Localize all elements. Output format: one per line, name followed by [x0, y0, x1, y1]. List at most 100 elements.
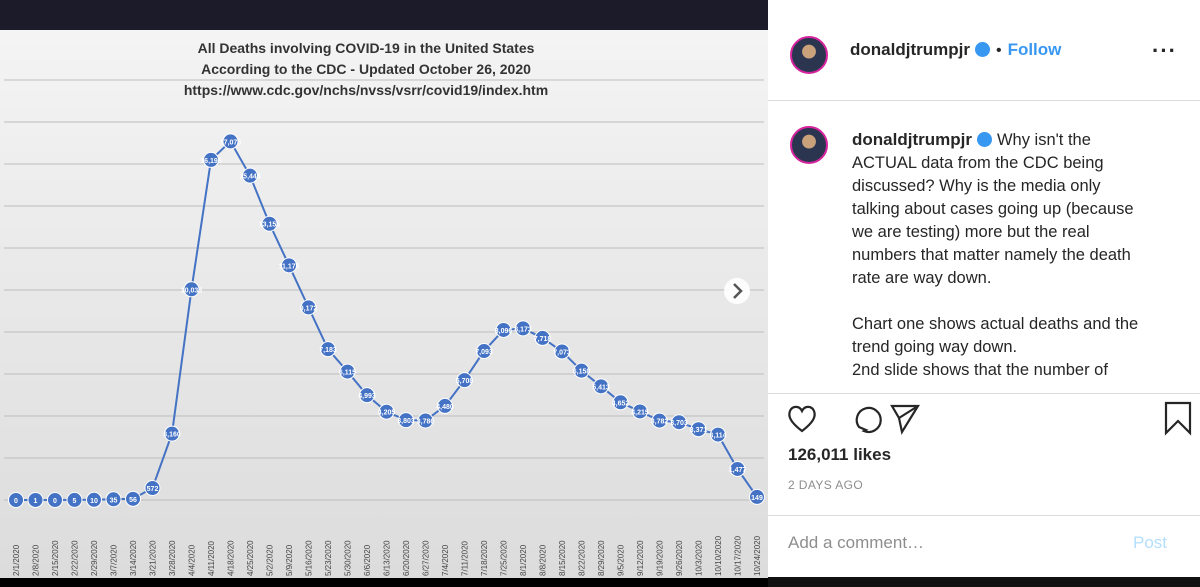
data-label: 9,172 — [300, 305, 318, 312]
post-panel: donaldjtrumpjr • Follow ··· donaldjtrumpjr… — [768, 0, 1200, 577]
data-label: 17,075 — [220, 139, 242, 146]
data-label: 0 — [53, 498, 57, 505]
data-label: 11,175 — [278, 263, 299, 270]
x-tick-label: 8/8/2020 — [539, 544, 548, 576]
x-tick-label: 3/14/2020 — [129, 540, 138, 576]
x-tick-label: 2/22/2020 — [71, 540, 80, 576]
data-label: 4,215 — [631, 409, 649, 416]
next-button[interactable] — [724, 278, 750, 304]
x-tick-label: 5/16/2020 — [305, 540, 314, 576]
data-point — [8, 492, 24, 508]
x-tick-label: 4/18/2020 — [227, 540, 236, 576]
data-label: 3,786 — [417, 418, 435, 425]
data-point — [261, 215, 278, 232]
data-label: 7,073 — [553, 349, 571, 356]
x-tick-label: 2/1/2020 — [12, 544, 21, 576]
caption-line: talking about cases going up (because — [852, 200, 1134, 218]
chart-title: https://www.cdc.gov/nchs/nvss/vsrr/covid… — [184, 82, 548, 98]
data-label: 3,703 — [670, 420, 688, 427]
data-point — [515, 320, 531, 337]
comment-input[interactable]: Add a comment… — [788, 533, 925, 552]
x-tick-label: 3/7/2020 — [110, 544, 119, 576]
caption-avatar[interactable] — [790, 126, 828, 164]
post-button[interactable]: Post — [1133, 533, 1168, 552]
likes[interactable]: 126,011 likes — [788, 445, 892, 464]
data-point — [203, 151, 219, 168]
data-label: 8,173 — [514, 326, 532, 333]
data-point — [632, 403, 648, 420]
divider — [768, 100, 1200, 101]
caption-line: discussed? Why is the media only — [852, 177, 1101, 195]
x-tick-label: 3/21/2020 — [149, 540, 158, 576]
x-tick-label: 10/17/2020 — [734, 535, 743, 576]
x-tick-label: 6/27/2020 — [422, 540, 431, 576]
comment-icon[interactable] — [855, 406, 882, 434]
data-label: 4,993 — [358, 393, 376, 400]
data-label: 3,371 — [690, 427, 708, 434]
data-point — [47, 492, 63, 508]
data-point — [456, 372, 473, 389]
save-icon[interactable] — [1164, 401, 1192, 436]
x-tick-label: 6/13/2020 — [383, 540, 392, 576]
x-tick-label: 8/15/2020 — [558, 540, 567, 576]
follow-button[interactable]: Follow — [1007, 40, 1062, 59]
bottom-strip — [0, 578, 768, 587]
data-label: 7,183 — [319, 347, 337, 354]
x-tick-label: 5/30/2020 — [344, 540, 353, 576]
avatar[interactable] — [790, 36, 828, 74]
data-label: 3,782 — [651, 419, 669, 426]
x-tick-label: 4/25/2020 — [246, 540, 255, 576]
share-icon[interactable] — [890, 404, 920, 435]
x-tick-label: 7/18/2020 — [480, 540, 489, 576]
next-arrow[interactable] — [733, 283, 743, 299]
caption-line: Why isn't the — [996, 131, 1091, 149]
x-tick-label: 9/19/2020 — [656, 540, 665, 576]
data-label: 149 — [751, 495, 763, 502]
data-point — [66, 491, 83, 508]
x-tick-label: 2/29/2020 — [90, 540, 99, 576]
separator: • — [995, 42, 1002, 59]
data-point — [339, 363, 356, 380]
caption-line: ACTUAL data from the CDC being — [852, 154, 1104, 172]
data-point — [671, 414, 687, 431]
data-point — [534, 329, 551, 346]
caption-line: trend going way down. — [852, 338, 1018, 356]
more-options[interactable]: ··· — [1152, 38, 1177, 63]
data-point — [125, 490, 141, 507]
data-point — [320, 341, 336, 358]
caption-line: numbers that matter namely the death — [852, 246, 1131, 264]
data-label: 13,155 — [259, 222, 281, 229]
data-label: 1 — [34, 498, 38, 505]
chart-title: All Deaths involving COVID-19 in the Uni… — [198, 40, 535, 56]
data-point — [437, 397, 453, 414]
like-icon[interactable] — [788, 405, 816, 433]
data-point — [495, 321, 512, 338]
data-label: 0 — [14, 498, 18, 505]
header: donaldjtrumpjr • Follow — [850, 40, 1061, 60]
data-label: 4,205 — [378, 410, 396, 417]
data-point — [749, 488, 765, 505]
x-tick-label: 8/1/2020 — [519, 544, 528, 576]
x-tick-label: 8/22/2020 — [578, 540, 587, 576]
next-button-bg[interactable] — [724, 278, 750, 304]
verified-badge — [976, 132, 992, 147]
x-tick-label: 7/25/2020 — [500, 540, 509, 576]
x-tick-label: 6/6/2020 — [363, 544, 372, 576]
data-label: 3,803 — [397, 418, 415, 425]
caption-username[interactable]: donaldjtrumpjr — [852, 130, 972, 149]
caption-paragraph: donaldjtrumpjr Why isn't the ACTUAL data f… — [852, 128, 1192, 290]
data-label: 5 — [73, 498, 77, 505]
x-tick-label: 2/8/2020 — [32, 544, 41, 576]
caption: donaldjtrumpjr Why isn't the ACTUAL data f… — [852, 128, 1192, 405]
data-label: 6,158 — [573, 369, 591, 376]
data-point — [651, 412, 668, 429]
data-point — [27, 491, 44, 508]
data-label: 1,477 — [729, 467, 747, 474]
data-point — [183, 281, 200, 298]
caption-line: 2nd slide shows that the number of — [852, 361, 1108, 379]
data-point — [105, 491, 122, 508]
data-point — [281, 257, 297, 274]
data-label: 572 — [147, 486, 159, 493]
username[interactable]: donaldjtrumpjr — [850, 40, 970, 59]
data-point — [164, 425, 180, 442]
